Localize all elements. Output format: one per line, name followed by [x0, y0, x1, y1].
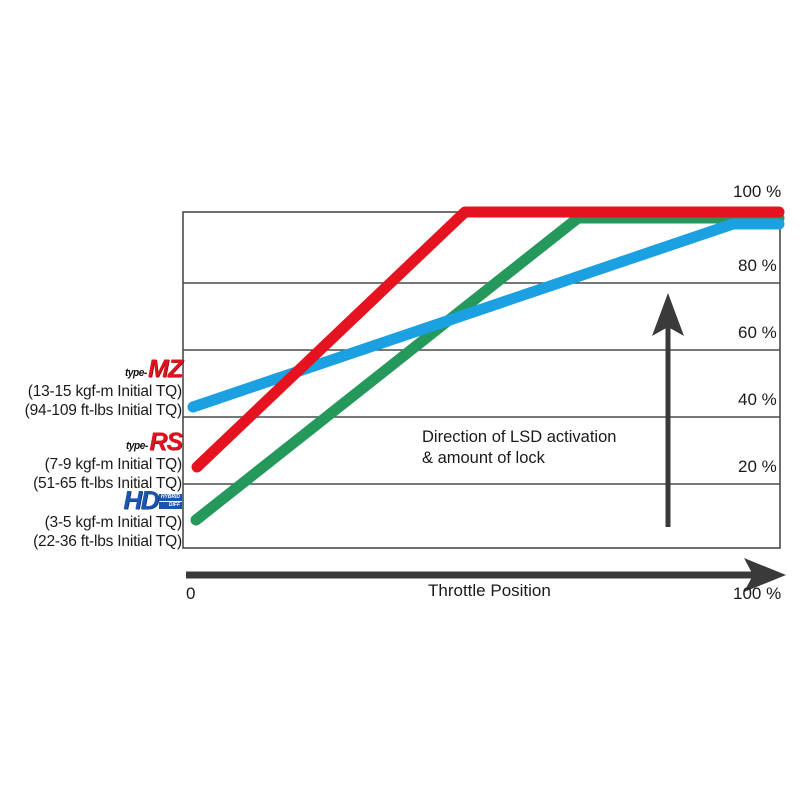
- legend-item-hd: HD HYBRID DIFF (3-5 kgf-m Initial TQ) (2…: [0, 485, 183, 551]
- logo-name-text: HD: [123, 485, 159, 515]
- x-tick-label-end: 100 %: [733, 584, 782, 603]
- legend-type-mz-kgf: (13-15 kgf-m Initial TQ): [27, 383, 182, 400]
- logo-name-text: RS: [149, 428, 183, 456]
- gridlines: [183, 282, 780, 485]
- series-line-hd: [190, 212, 785, 526]
- y-tick-label-40: 40 %: [738, 390, 777, 409]
- logo-type-rs: type- RS: [0, 428, 183, 456]
- annotation-line-1: Direction of LSD activation: [422, 428, 617, 446]
- logo-prefix-text: type-: [125, 367, 147, 379]
- direction-arrow-up: [652, 293, 684, 527]
- series-line-type-mz: [187, 218, 785, 413]
- logo-hd-tag-bottom: DIFF: [158, 502, 182, 509]
- y-tick-label-100: 100 %: [733, 182, 782, 201]
- logo-name-text: MZ: [147, 355, 183, 383]
- legend-item-type-mz: type- MZ (13-15 kgf-m Initial TQ) (94-109…: [0, 355, 183, 420]
- legend-hd-ftlbs: (22-36 ft-lbs Initial TQ): [33, 533, 182, 550]
- annotation-line-2: & amount of lock: [422, 449, 545, 467]
- logo-hd-tag-group: HYBRID DIFF: [158, 494, 182, 512]
- logo-prefix-text: type-: [126, 440, 149, 452]
- logo-type-mz: type- MZ: [0, 355, 183, 383]
- logo-hd-tag-top: HYBRID: [158, 494, 182, 501]
- legend-hd-kgf: (3-5 kgf-m Initial TQ): [44, 514, 183, 531]
- legend-item-type-rs: type- RS (7-9 kgf-m Initial TQ) (51-65 ft…: [0, 428, 183, 493]
- legend-type-rs-kgf: (7-9 kgf-m Initial TQ): [44, 456, 183, 473]
- logo-hd: HD HYBRID DIFF: [0, 485, 182, 515]
- y-tick-label-80: 80 %: [738, 256, 777, 275]
- x-axis-title: Throttle Position: [428, 581, 551, 600]
- legend-type-rs-ftlbs: (51-65 ft-lbs Initial TQ): [33, 475, 182, 492]
- series-line-type-rs: [191, 206, 785, 473]
- y-tick-label-20: 20 %: [738, 457, 777, 476]
- x-tick-label-start: 0: [186, 584, 196, 603]
- legend-type-mz-ftlbs: (94-109 ft-lbs Initial TQ): [24, 402, 183, 419]
- y-tick-label-60: 60 %: [738, 323, 777, 342]
- x-axis-arrow: [186, 558, 786, 592]
